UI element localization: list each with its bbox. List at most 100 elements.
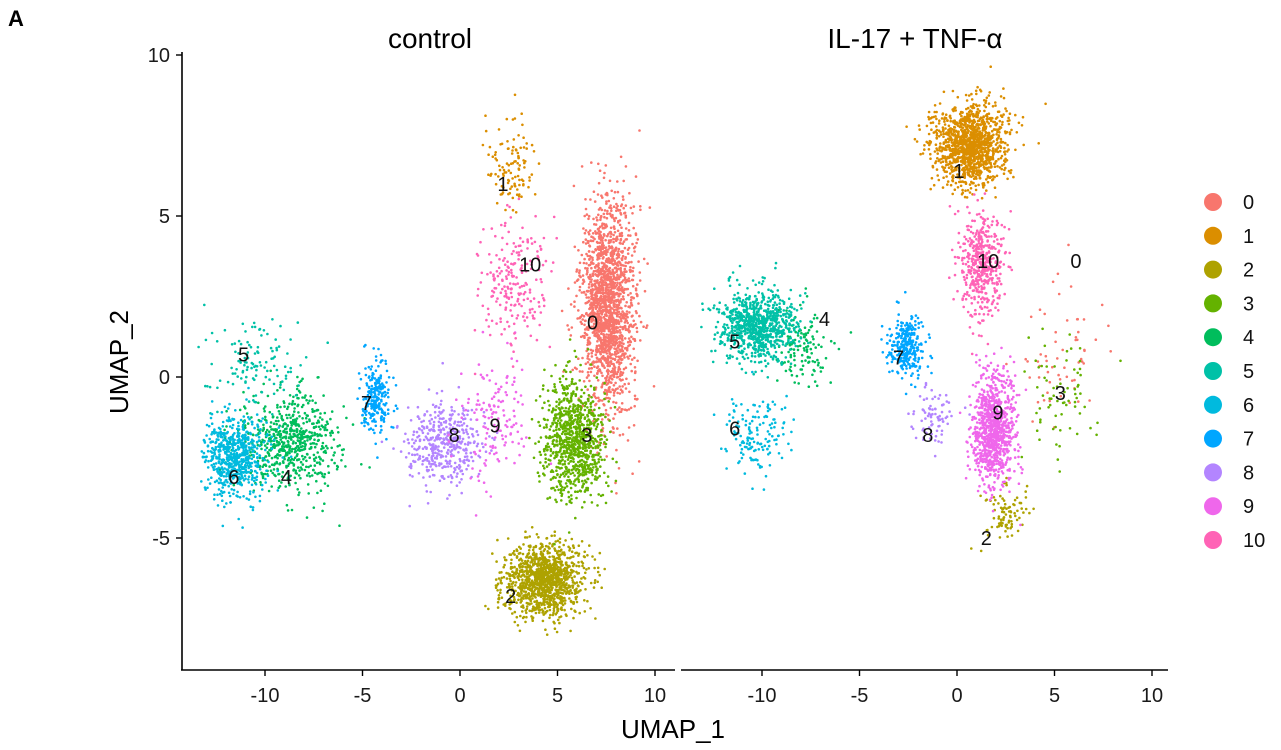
cell-point-cluster-2 xyxy=(515,549,519,553)
cell-point-cluster-0 xyxy=(608,266,612,270)
cell-point-cluster-2 xyxy=(565,574,568,578)
cell-point-cluster-0 xyxy=(593,288,597,291)
cell-point-cluster-0 xyxy=(620,234,623,238)
cell-point-cluster-0 xyxy=(613,190,617,194)
cell-point-cluster-4 xyxy=(307,492,311,495)
cell-point-cluster-3 xyxy=(546,497,549,500)
cell-point-cluster-2 xyxy=(573,575,576,578)
cell-point-cluster-3 xyxy=(583,464,586,468)
cell-point-cluster-2 xyxy=(532,562,535,566)
cell-point-cluster-3 xyxy=(571,471,575,475)
cell-point-cluster-4 xyxy=(283,405,286,408)
cell-point-cluster-4 xyxy=(269,425,272,429)
cell-point-cluster-0 xyxy=(623,246,627,250)
cell-point-cluster-3 xyxy=(561,458,564,462)
cell-point-cluster-2 xyxy=(566,577,569,581)
cell-point-cluster-2 xyxy=(584,588,587,591)
cell-point-cluster-4 xyxy=(313,445,317,449)
cell-point-cluster-3 xyxy=(572,460,575,464)
cell-point-cluster-2 xyxy=(557,583,561,586)
cell-point-cluster-0 xyxy=(621,378,624,382)
cell-point-cluster-3 xyxy=(556,444,559,447)
cell-point-cluster-0 xyxy=(627,261,631,264)
cell-point-cluster-2 xyxy=(537,572,541,576)
cell-point-cluster-4 xyxy=(342,448,346,451)
cell-point-cluster-0 xyxy=(627,221,631,225)
cell-point-cluster-2 xyxy=(552,570,556,574)
cell-point-cluster-0 xyxy=(618,406,621,409)
cell-point-cluster-0 xyxy=(593,365,596,369)
cell-point-cluster-2 xyxy=(537,588,541,591)
cell-point-cluster-2 xyxy=(546,585,549,589)
cell-point-cluster-2 xyxy=(530,609,534,613)
cell-point-cluster-4 xyxy=(266,394,270,398)
cell-point-cluster-5 xyxy=(289,366,293,370)
cell-point-cluster-0 xyxy=(587,367,591,370)
cell-point-cluster-0 xyxy=(597,227,601,230)
cell-point-cluster-4 xyxy=(265,428,269,432)
cell-point-cluster-1 xyxy=(513,184,516,187)
cell-point-cluster-3 xyxy=(614,479,618,483)
cell-point-cluster-2 xyxy=(555,605,559,609)
cell-point-cluster-1 xyxy=(497,128,501,131)
cell-point-cluster-3 xyxy=(600,458,604,462)
cell-point-cluster-0 xyxy=(624,352,627,355)
cell-point-cluster-2 xyxy=(529,561,532,564)
cell-point-cluster-3 xyxy=(570,494,573,497)
cell-point-cluster-1 xyxy=(505,117,509,121)
cell-point-cluster-5 xyxy=(277,345,281,348)
cell-point-cluster-3 xyxy=(548,496,552,499)
cell-point-cluster-5 xyxy=(233,342,237,345)
cell-point-cluster-1 xyxy=(537,162,541,165)
cell-point-cluster-0 xyxy=(618,378,622,381)
cell-point-cluster-0 xyxy=(608,397,611,400)
cell-point-cluster-0 xyxy=(608,212,612,215)
cell-point-cluster-2 xyxy=(589,581,593,585)
cell-point-cluster-2 xyxy=(586,554,589,557)
cell-point-cluster-4 xyxy=(316,491,319,495)
cell-point-cluster-2 xyxy=(532,605,535,608)
cell-point-cluster-0 xyxy=(596,303,599,307)
cell-point-cluster-3 xyxy=(554,408,557,412)
cell-point-cluster-0 xyxy=(605,264,608,268)
cell-point-cluster-3 xyxy=(563,391,567,395)
cell-point-cluster-4 xyxy=(297,493,300,497)
cell-point-cluster-5 xyxy=(234,350,237,354)
cell-point-cluster-0 xyxy=(612,205,616,208)
cell-point-cluster-2 xyxy=(568,586,571,589)
cell-point-cluster-0 xyxy=(632,246,636,250)
cell-point-cluster-2 xyxy=(560,578,563,581)
cell-point-cluster-1 xyxy=(514,175,517,179)
cell-point-cluster-3 xyxy=(559,459,562,463)
cell-point-cluster-0 xyxy=(613,281,617,285)
cell-point-cluster-3 xyxy=(582,460,586,463)
cell-point-cluster-2 xyxy=(506,537,510,540)
cell-point-cluster-0 xyxy=(646,262,649,265)
cell-point-cluster-3 xyxy=(591,413,595,416)
cell-point-cluster-3 xyxy=(546,448,549,452)
cell-point-cluster-0 xyxy=(620,226,623,229)
cell-point-cluster-4 xyxy=(313,415,317,418)
cell-point-cluster-4 xyxy=(285,413,288,417)
cell-point-cluster-3 xyxy=(565,364,568,368)
cell-point-cluster-0 xyxy=(634,233,638,237)
cell-point-cluster-4 xyxy=(304,443,308,446)
cell-point-cluster-2 xyxy=(503,556,506,559)
cell-point-cluster-3 xyxy=(566,458,570,461)
cell-point-cluster-4 xyxy=(276,456,279,460)
cell-point-cluster-2 xyxy=(550,576,554,579)
cell-point-cluster-4 xyxy=(306,439,309,442)
cell-point-cluster-4 xyxy=(316,451,320,454)
cell-point-cluster-4 xyxy=(293,456,297,460)
cell-point-cluster-1 xyxy=(528,179,531,182)
cell-point-cluster-1 xyxy=(513,93,517,97)
cell-point-cluster-0 xyxy=(597,344,601,347)
cell-point-cluster-3 xyxy=(549,447,553,451)
cell-point-cluster-5 xyxy=(249,345,253,349)
cell-point-cluster-0 xyxy=(587,296,590,299)
cell-point-cluster-0 xyxy=(633,394,637,398)
cell-point-cluster-3 xyxy=(537,420,540,424)
cell-point-cluster-4 xyxy=(272,442,276,446)
cell-point-cluster-1 xyxy=(528,176,531,179)
cell-point-cluster-2 xyxy=(517,598,520,602)
